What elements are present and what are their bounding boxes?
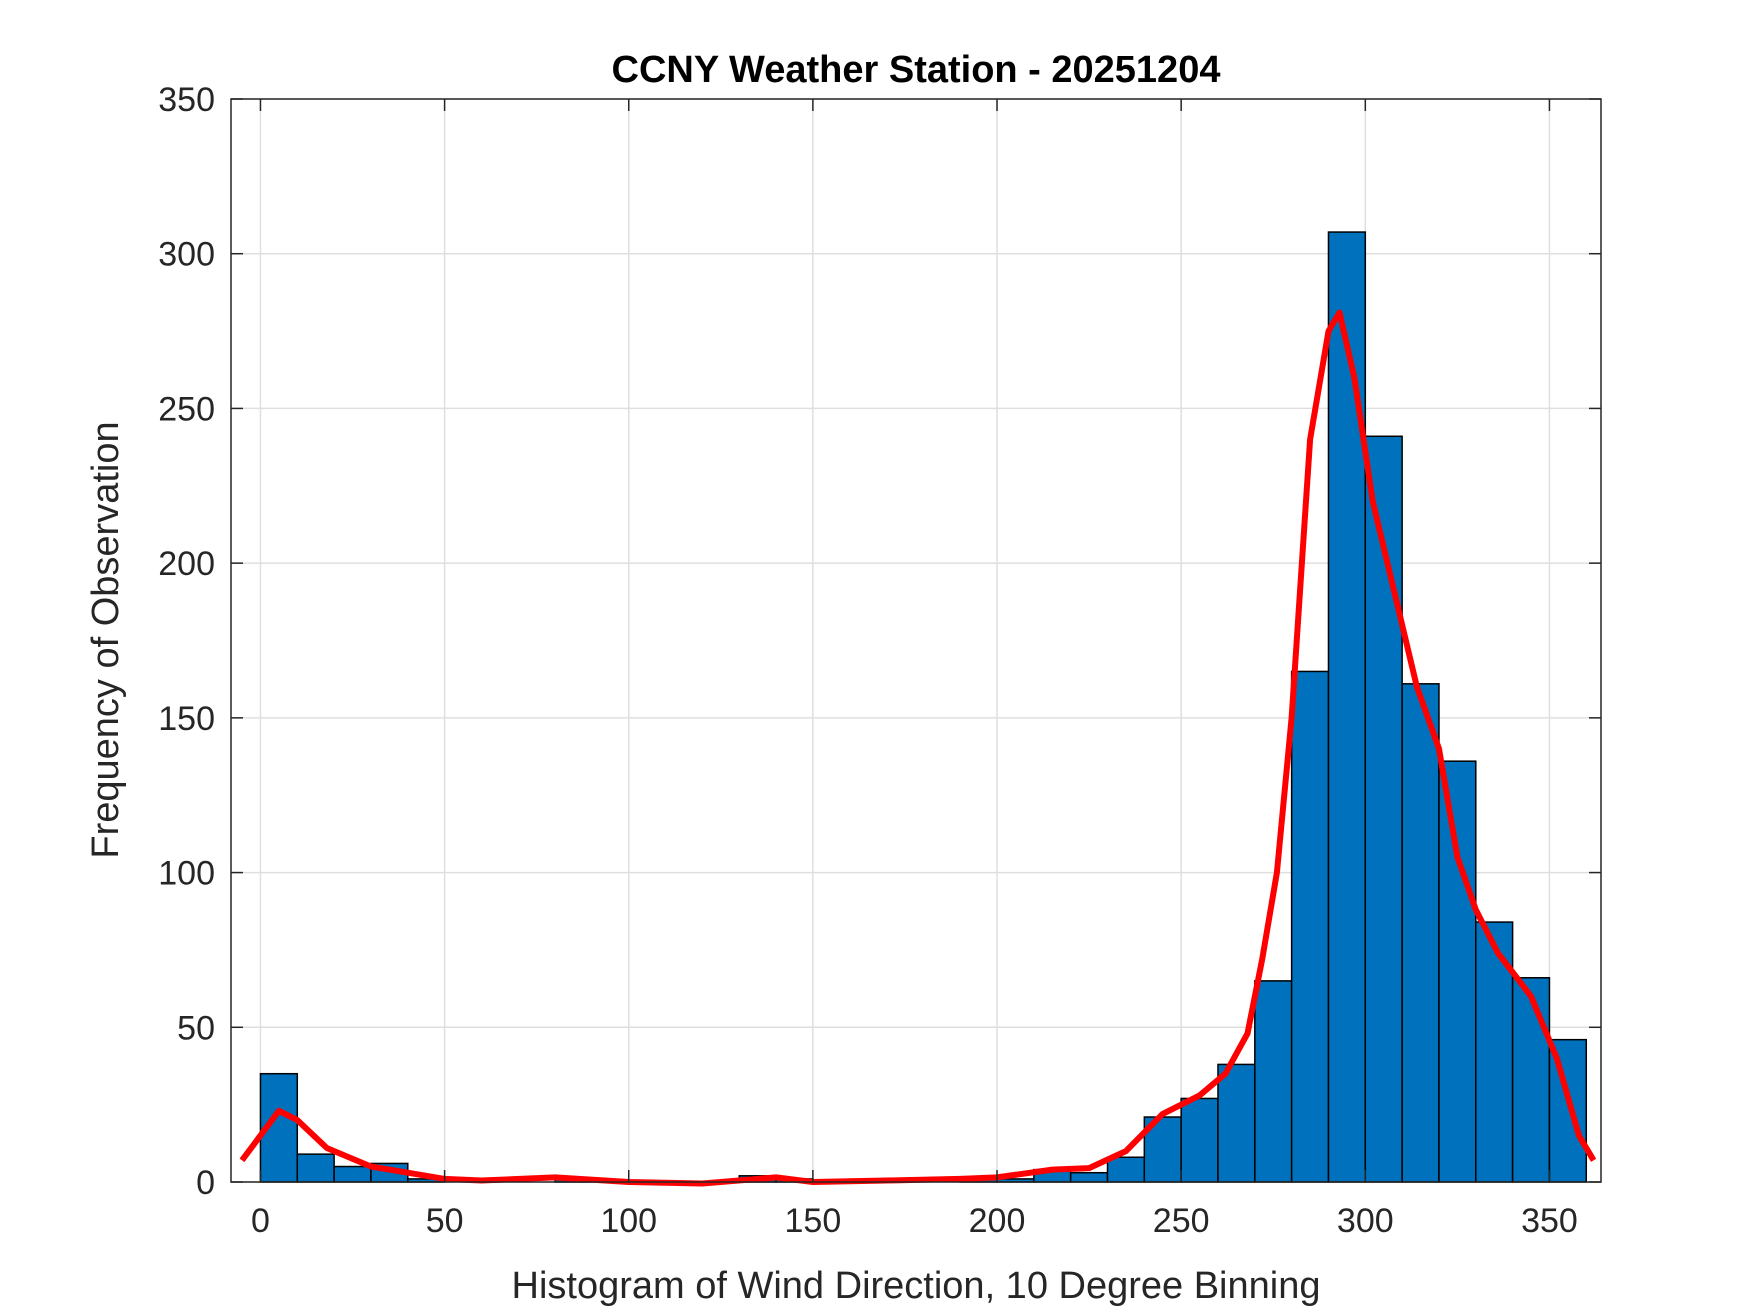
density-curve — [239, 309, 1597, 1187]
y-tick-label: 0 — [196, 1164, 215, 1202]
x-tick-label: 250 — [1153, 1202, 1210, 1240]
histogram-bar — [1327, 231, 1367, 1183]
x-tick-label: 0 — [251, 1202, 270, 1240]
histogram-bar — [1069, 1171, 1109, 1183]
histogram-bar — [1254, 980, 1293, 1183]
histogram-bar — [1180, 1097, 1219, 1183]
histogram-bar — [1401, 683, 1440, 1183]
histogram-bar — [1290, 670, 1330, 1183]
axes-box — [230, 98, 1602, 1183]
histogram-bar — [1511, 977, 1551, 1183]
histogram-bar — [1217, 1063, 1256, 1183]
ticks: 0 50 100 150 200 250 300 350 0 50 100 150 200 250 300 3… — [158, 81, 1601, 1240]
x-tick-label: 300 — [1337, 1202, 1394, 1240]
chart-title: CCNY Weather Station - 20251204 — [612, 49, 1221, 91]
y-tick-label: 250 — [158, 390, 215, 428]
y-tick-label: 100 — [158, 855, 215, 893]
histogram-bar — [296, 1153, 335, 1183]
histogram-bar — [1438, 760, 1477, 1183]
x-tick-label: 350 — [1521, 1202, 1578, 1240]
x-tick-label: 100 — [600, 1202, 657, 1240]
histogram-bar — [1106, 1156, 1146, 1183]
y-tick-label: 300 — [158, 236, 215, 274]
x-tick-label: 200 — [969, 1202, 1026, 1240]
x-tick-label: 50 — [426, 1202, 464, 1240]
bars — [259, 231, 1588, 1183]
y-tick-label: 350 — [158, 81, 215, 119]
histogram-bar — [333, 1165, 372, 1183]
y-tick-label: 200 — [158, 545, 215, 583]
x-tick-label: 150 — [785, 1202, 842, 1240]
x-axis-label: Histogram of Wind Direction, 10 Degree B… — [512, 1265, 1321, 1307]
y-tick-label: 150 — [158, 700, 215, 738]
y-axis-label: Frequency of Observation — [85, 421, 127, 858]
y-tick-label: 50 — [177, 1009, 215, 1047]
